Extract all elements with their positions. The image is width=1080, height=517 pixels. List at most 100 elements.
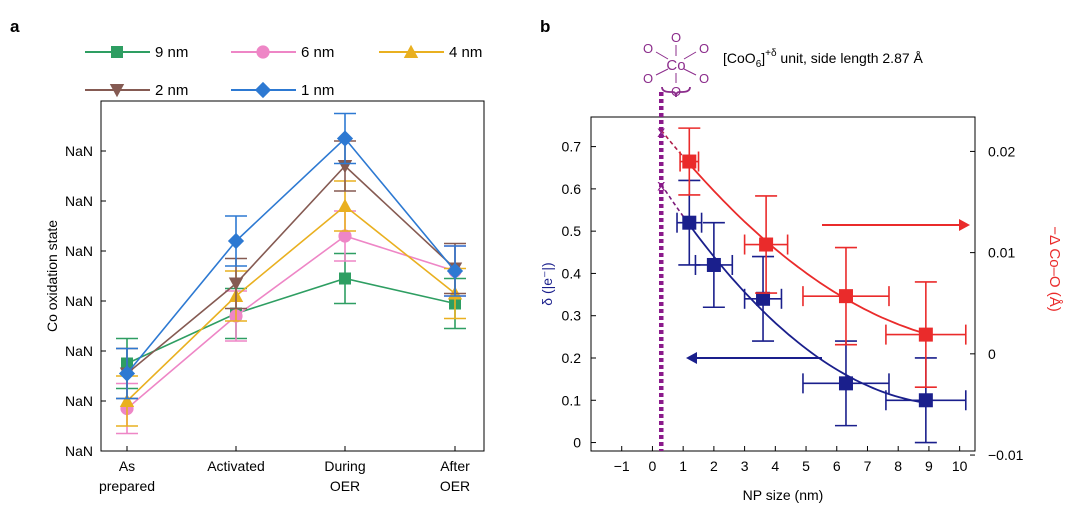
series-co-o: x [657, 124, 967, 389]
annotation-part: 6 [756, 59, 762, 70]
panel-a-chart: NaN NaN NaN NaN NaN NaN NaN As prepared Activated… [44, 44, 485, 494]
annotation-part: +δ [765, 48, 777, 59]
data-point [446, 262, 464, 280]
annotation-part: unit, side length 2.87 Å [777, 50, 924, 66]
data-point [918, 327, 933, 342]
data-point [337, 198, 353, 212]
y-tick-label: NaN [65, 393, 93, 409]
right-axis-arrowhead [959, 219, 970, 231]
y-left-tick-label: 0.1 [562, 392, 582, 408]
y-right-tick-label: 0 [988, 346, 996, 362]
x-axis-label: NP size (nm) [743, 487, 824, 503]
y-left-tick-label: 0.2 [562, 350, 582, 366]
annotation-part: [CoO [723, 50, 756, 66]
series-line [126, 235, 456, 410]
cluster-oxygen-atom: O [643, 41, 653, 56]
legend-label: 4 nm [449, 44, 482, 61]
y-tick-label: NaN [65, 343, 93, 359]
x-tick-label: 3 [741, 458, 749, 474]
series-line [126, 137, 456, 375]
x-tick-label-line: OER [330, 478, 360, 494]
left-axis-arrowhead [686, 352, 697, 364]
cluster-annotation: [CoO6]+δ unit, side length 2.87 Å [723, 48, 924, 70]
x-tick-label-line: Activated [207, 458, 265, 474]
y-tick-label: NaN [65, 293, 93, 309]
x-tick-label: 6 [833, 458, 841, 474]
x-tick-label-line: OER [440, 478, 470, 494]
series-4-nm [116, 180, 466, 427]
y-left-tick-label: 0 [573, 435, 581, 451]
annotation-part: ] [761, 50, 765, 66]
legend-label: 6 nm [301, 44, 334, 61]
x-tick-label: 9 [925, 458, 933, 474]
x-tick-label: As prepared [99, 458, 155, 494]
legend-item: 1 nm [231, 81, 334, 99]
x-tick-label: 7 [864, 458, 872, 474]
y-left-tick-label: 0.5 [562, 223, 582, 239]
x-tick-label: Activated [207, 458, 265, 474]
plot-frame-a [100, 100, 485, 452]
cluster-oxygen-atom: O [699, 71, 709, 86]
series-2-nm [116, 140, 466, 400]
y-left-tick-label: 0.7 [562, 139, 582, 155]
panel-b-chart: −1 0 1 2 3 4 5 6 7 8 9 10 NP size (nm) 0 0.1 0.2 0.3 0.4 0… [539, 30, 1063, 503]
extrapolated-marker: x [657, 178, 665, 195]
panel-a-label: a [10, 17, 20, 36]
data-point [838, 376, 853, 391]
legend-marker [109, 84, 125, 98]
legend-label: 2 nm [155, 82, 188, 99]
legend-item: 2 nm [85, 82, 188, 99]
x-tick-label: 0 [649, 458, 657, 474]
legend-marker [111, 46, 123, 58]
cluster-oxygen-atom: O [671, 84, 681, 99]
legend-label: 1 nm [301, 82, 334, 99]
fit-extrapolation [660, 129, 689, 163]
y-right-tick-label: 0.02 [988, 143, 1015, 159]
x-tick-label-line: prepared [99, 478, 155, 494]
data-point [682, 215, 697, 230]
data-point [227, 232, 245, 250]
y-right-tick-label: −0.01 [988, 447, 1024, 463]
series-line [126, 277, 456, 365]
y-axis-label: Co oxidation state [44, 220, 60, 332]
y-left-tick-label: 0.4 [562, 265, 582, 281]
x-tick-label: 1 [679, 458, 687, 474]
cluster-oxygen-atom: O [699, 41, 709, 56]
data-point [706, 257, 721, 272]
legend-marker [403, 44, 419, 58]
x-tick-label-line: After [440, 458, 470, 474]
data-point [228, 277, 244, 291]
y-left-axis-label: δ (|e⁻|) [539, 262, 555, 305]
legend-marker [254, 81, 272, 99]
x-tick-label: After OER [440, 458, 470, 494]
cluster-oxygen-atom: O [671, 30, 681, 45]
data-point [682, 154, 697, 169]
data-point [918, 393, 933, 408]
cluster-bond [655, 51, 669, 60]
y-tick-label: NaN [65, 443, 93, 459]
x-tick-label: 8 [894, 458, 902, 474]
cluster-center-label: Co [666, 57, 685, 74]
y-right-tick-label: 0.01 [988, 245, 1015, 261]
y-tick-label: NaN [65, 143, 93, 159]
data-point [339, 272, 351, 285]
x-tick-label: 5 [802, 458, 810, 474]
x-tick-label-line: As [119, 458, 135, 474]
series-delta: x [657, 178, 967, 444]
series-9-nm [116, 252, 466, 390]
y-tick-label: NaN [65, 243, 93, 259]
legend-marker [256, 45, 270, 59]
cluster-oxygen-atom: O [643, 71, 653, 86]
x-tick-label-line: During [324, 458, 365, 474]
fit-curve [686, 221, 926, 404]
data-point [756, 291, 771, 306]
series-1-nm [116, 112, 466, 400]
x-tick-label: 2 [710, 458, 718, 474]
series-line [126, 204, 456, 402]
legend-item: 6 nm [231, 44, 334, 61]
x-tick-label: During OER [324, 458, 365, 494]
data-point [118, 365, 136, 382]
fit-curve [687, 161, 927, 335]
